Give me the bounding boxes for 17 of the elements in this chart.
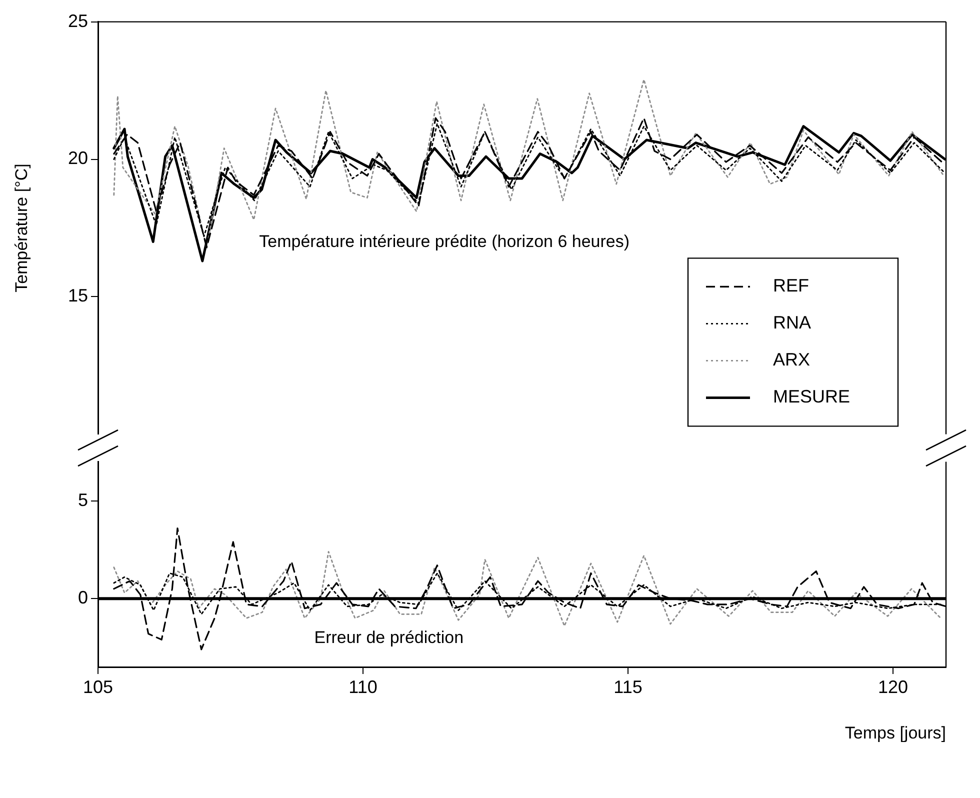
x-tick-label: 120 <box>878 676 908 697</box>
y-tick-label: 20 <box>68 148 88 168</box>
x-tick-label: 110 <box>348 676 378 697</box>
x-tick-label: 115 <box>614 676 642 697</box>
x-tick-label: 105 <box>82 676 114 697</box>
y-tick-label: 15 <box>68 286 88 306</box>
x-axis-title: Temps [jours] <box>844 723 946 742</box>
y-tick-label: 5 <box>78 490 88 510</box>
y-tick-label: 25 <box>68 10 88 31</box>
legend-label: MESURE <box>773 386 850 407</box>
annotation: Température intérieure prédite (horizon 6 heures) <box>259 232 630 252</box>
legend-label: RNA <box>773 312 812 333</box>
annotation: Erreur de prédiction <box>314 628 464 647</box>
y-tick-label: 0 <box>78 588 88 608</box>
legend-label: ARX <box>773 350 810 370</box>
y-axis-title: Température [°C] <box>12 164 31 292</box>
legend-label: REF <box>773 276 810 296</box>
